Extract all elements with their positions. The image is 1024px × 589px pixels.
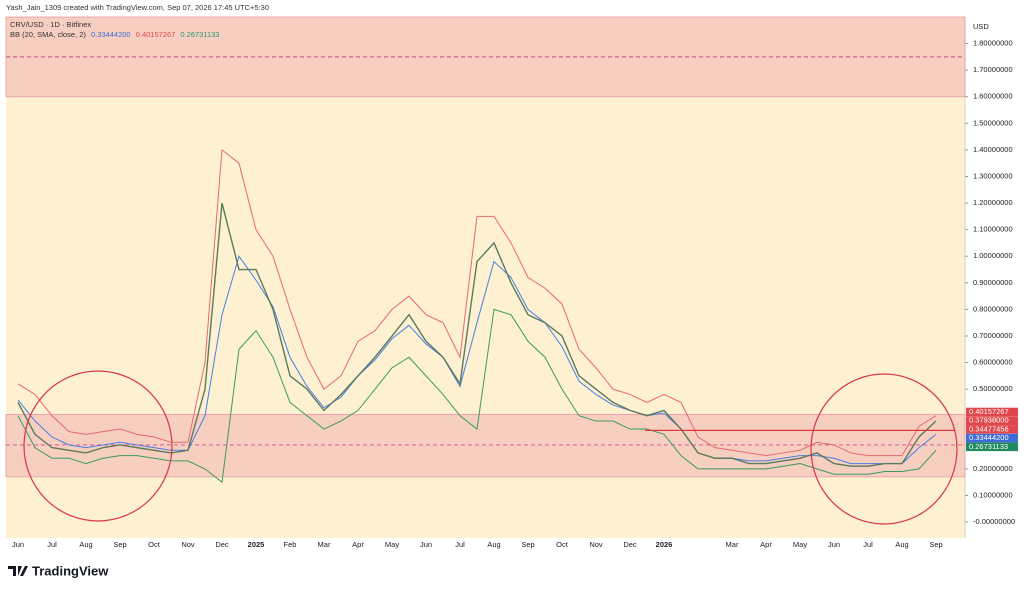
zones: [5, 16, 966, 478]
x-tick-label: Nov: [181, 540, 195, 549]
price-label-box: [966, 442, 1018, 452]
circle-annotation: [810, 373, 958, 525]
indicator-legend: BB (20, SMA, close, 2) 0.33444200 0.4015…: [10, 30, 219, 39]
y-tick-label: 1.00000000: [973, 251, 1013, 260]
y-tick-label: 0.80000000: [973, 304, 1013, 313]
x-tick-label: Nov: [589, 540, 603, 549]
x-tick-label: Mar: [726, 540, 739, 549]
axes: 1.80000000 1.70000000 1.60000000 1.50000000…: [12, 39, 1018, 549]
x-tick-label: Mar: [318, 540, 331, 549]
x-tick-label: Apr: [760, 540, 772, 549]
price-label-box: [966, 407, 1018, 417]
x-tick-label: Dec: [623, 540, 637, 549]
y-tick-label: 0.50000000: [973, 384, 1013, 393]
plot-area: [6, 17, 965, 538]
y-tick-label: 0.90000000: [973, 278, 1013, 287]
indicator-value: 0.33444200: [91, 30, 131, 39]
price-label-box: [966, 433, 1018, 443]
y-tick-label: 1.20000000: [973, 198, 1013, 207]
price-label-box: [966, 425, 1018, 434]
indicator-value: 0.40157267: [136, 30, 176, 39]
x-tick-label: Jun: [420, 540, 432, 549]
brand-logo: TradingView: [8, 563, 109, 578]
x-tick-label: Jul: [47, 540, 57, 549]
x-tick-label: Feb: [284, 540, 297, 549]
x-tick-label: May: [793, 540, 807, 549]
x-tick-label: Jul: [863, 540, 873, 549]
x-tick-label: Jun: [828, 540, 840, 549]
x-tick-label: Aug: [487, 540, 500, 549]
price-label: 0.34477456: [969, 424, 1009, 433]
y-tick-label: 1.30000000: [973, 171, 1013, 180]
y-tick-label: 1.50000000: [973, 118, 1013, 127]
series-line: [17, 202, 937, 467]
x-tick-label: Oct: [148, 540, 161, 549]
y-tick-label: 1.10000000: [973, 225, 1013, 234]
indicator-name: BB (20, SMA, close, 2): [10, 30, 86, 39]
brand-name: TradingView: [32, 563, 109, 578]
y-tick-label: 1.40000000: [973, 145, 1013, 154]
series-line: [17, 255, 937, 465]
price-label: 0.33444200: [969, 433, 1009, 442]
indicator-value: 0.26731133: [180, 30, 219, 39]
x-tick-label: 2026: [656, 540, 673, 549]
x-tick-label: Aug: [79, 540, 92, 549]
x-tick-label: Jun: [12, 540, 24, 549]
currency: USD: [973, 22, 989, 31]
y-tick-label: 1.60000000: [973, 92, 1013, 101]
x-tick-label: Dec: [215, 540, 229, 549]
circle-annotation: [23, 370, 173, 522]
price-label: 0.40157267: [969, 407, 1009, 416]
y-tick-label: 1.80000000: [973, 39, 1013, 48]
price-label: 0.26731133: [969, 442, 1008, 451]
x-tick-label: Sep: [929, 540, 942, 549]
x-tick-label: Sep: [113, 540, 126, 549]
y-tick-label: -0.00000000: [973, 517, 1015, 526]
x-tick-label: May: [385, 540, 399, 549]
y-tick-label: 1.70000000: [973, 65, 1013, 74]
price-label: 0.37938000: [969, 416, 1009, 425]
credit: Yash_Jain_1309 created with TradingView.…: [6, 3, 269, 12]
y-tick-label: 0.60000000: [973, 358, 1013, 367]
x-tick-label: Aug: [895, 540, 908, 549]
series: [17, 148, 955, 484]
x-tick-label: Apr: [352, 540, 364, 549]
symbol-title: CRV/USD · 1D · Bitfinex: [10, 20, 91, 29]
series-line: [17, 148, 937, 457]
x-tick-label: Sep: [521, 540, 534, 549]
x-tick-label: 2025: [248, 540, 265, 549]
x-tick-label: Oct: [556, 540, 569, 549]
y-tick-label: 0.70000000: [973, 331, 1013, 340]
price-label-box: [966, 416, 1018, 425]
y-tick-label: 0.10000000: [973, 490, 1013, 499]
x-tick-label: Jul: [455, 540, 465, 549]
zone: [5, 413, 966, 478]
y-tick-label: 0.20000000: [973, 464, 1013, 473]
